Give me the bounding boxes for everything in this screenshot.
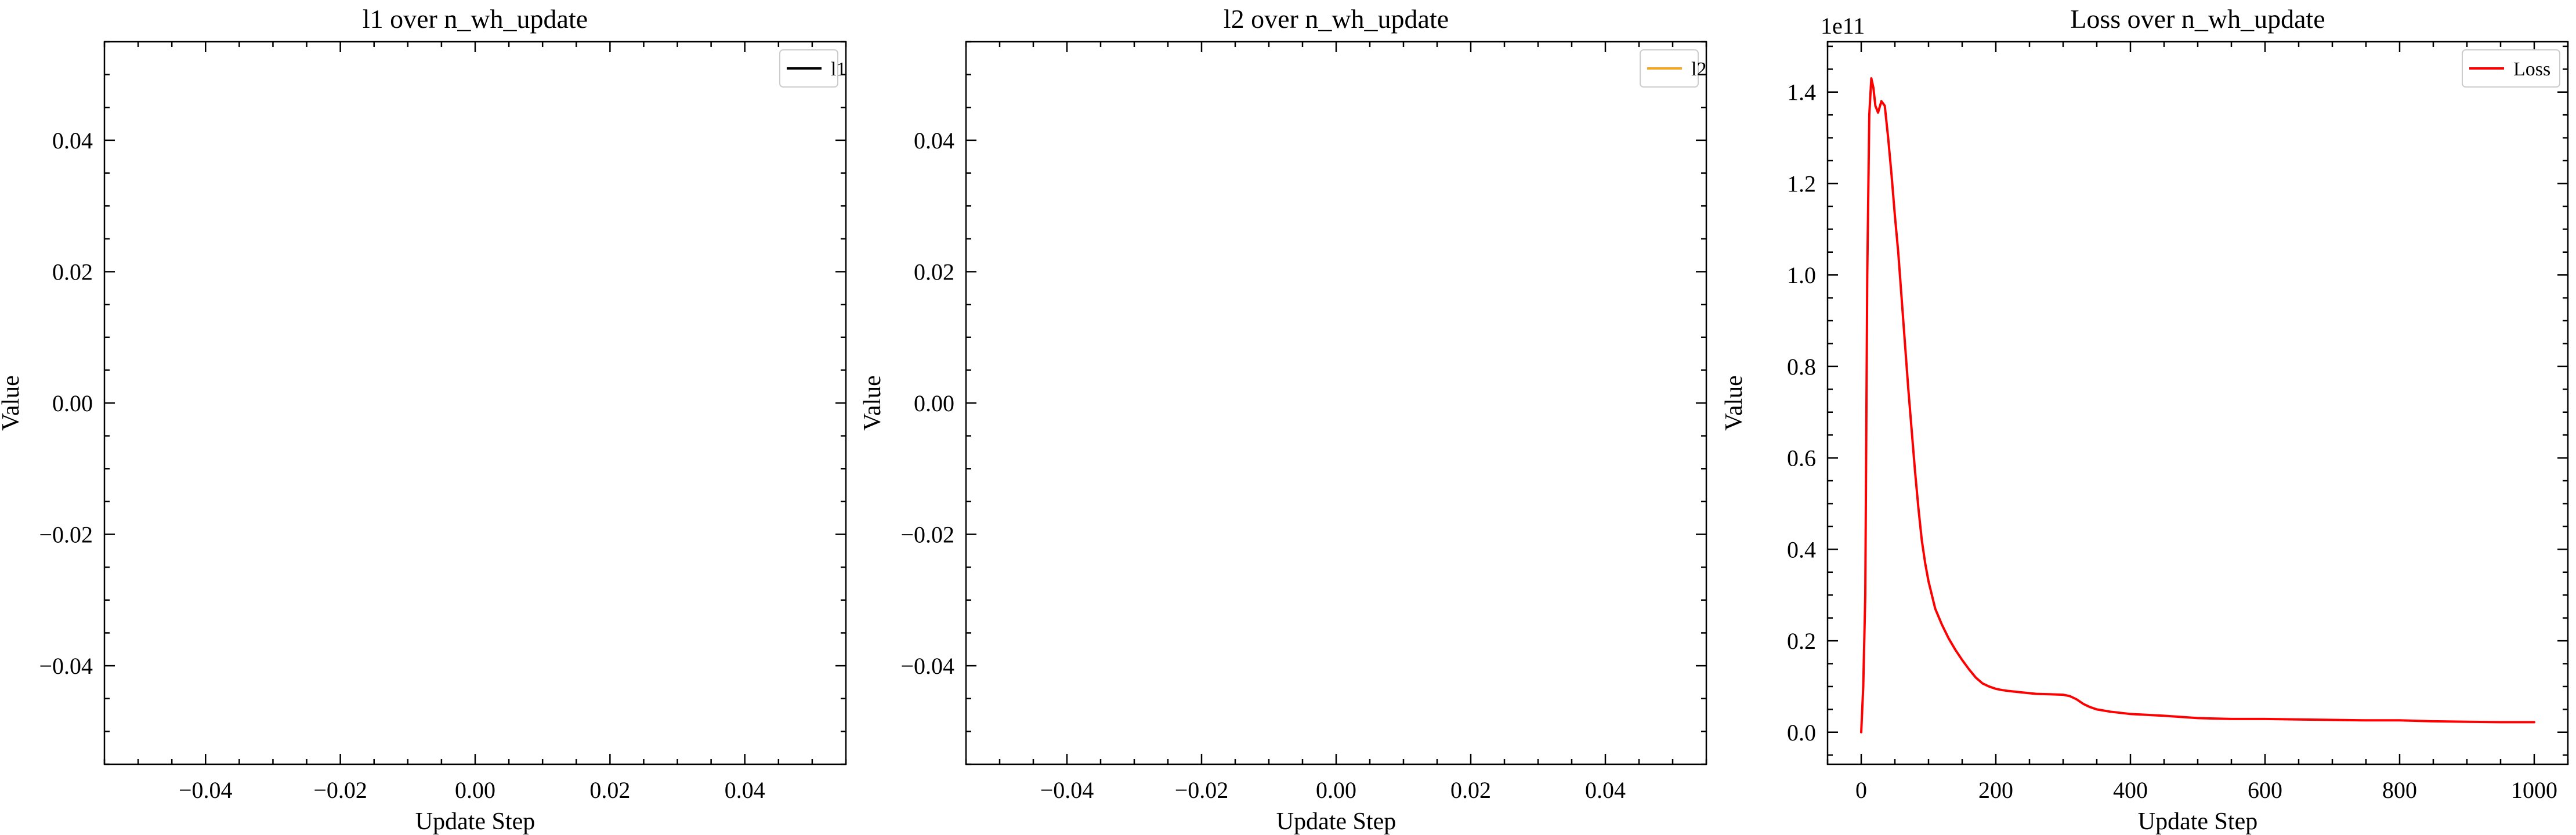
y-tick-label: 0.04	[914, 128, 954, 154]
y-tick-label: 1.2	[1787, 170, 1816, 197]
x-tick-label: 0.04	[1585, 777, 1626, 803]
y-tick-label: 0.2	[1787, 628, 1816, 654]
x-tick-label: 1000	[2511, 777, 2557, 803]
plot-area-frame	[965, 41, 1707, 765]
x-tick-label: 0.00	[455, 777, 495, 803]
x-tick-label: 0.04	[725, 777, 765, 803]
chart-title: l1 over n_wh_update	[363, 4, 588, 34]
x-tick-label: 200	[1978, 777, 2013, 803]
legend: l2	[1640, 49, 1706, 88]
y-tick-label: 0.02	[914, 259, 954, 285]
x-tick-label: 400	[2113, 777, 2148, 803]
y-tick-label: 0.00	[914, 390, 954, 416]
legend: l1	[779, 49, 846, 88]
charts-root: l1 over n_wh_update Update Step Value −0.04…	[0, 4, 2569, 835]
x-axis-label: Update Step	[2138, 808, 2257, 835]
chart-panel-1: l1 over n_wh_update Update Step Value −0.04…	[0, 4, 847, 835]
plot-area-frame	[1826, 41, 2569, 765]
chart-panel-2: l2 over n_wh_update Update Step Value −0.04…	[859, 4, 1707, 835]
y-axis-label: Value	[1721, 375, 1748, 431]
y-axis-offset-label: 1e11	[1821, 13, 1865, 39]
chart-title: Loss over n_wh_update	[2070, 4, 2325, 34]
legend-box	[2462, 49, 2560, 88]
y-tick-label: 1.0	[1787, 262, 1816, 288]
y-axis-label: Value	[0, 375, 24, 431]
x-tick-label: −0.02	[313, 777, 367, 803]
legend-label: l2	[1691, 59, 1706, 80]
x-tick-label: 0.02	[1450, 777, 1491, 803]
y-tick-label: 1.4	[1787, 79, 1816, 106]
x-tick-label: 0	[1855, 777, 1867, 803]
x-tick-label: 600	[2248, 777, 2282, 803]
plot-area-frame	[103, 41, 847, 765]
x-tick-label: −0.02	[1175, 777, 1229, 803]
legend-label: l1	[831, 59, 846, 80]
y-tick-label: −0.02	[39, 522, 93, 548]
x-tick-label: 0.00	[1316, 777, 1356, 803]
chart-title: l2 over n_wh_update	[1224, 4, 1449, 34]
y-tick-label: 0.4	[1787, 536, 1816, 562]
x-tick-label: −0.04	[179, 777, 233, 803]
chart-panel-3: Loss over n_wh_update 1e11 Update Step Valu…	[1721, 4, 2569, 835]
x-tick-label: 0.02	[589, 777, 630, 803]
y-tick-label: 0.6	[1787, 445, 1816, 471]
y-tick-label: 0.8	[1787, 354, 1816, 380]
x-tick-label: 800	[2382, 777, 2417, 803]
y-tick-label: 0.00	[52, 390, 93, 416]
y-tick-label: 0.02	[52, 259, 93, 285]
y-tick-label: 0.0	[1787, 720, 1816, 746]
x-axis-label: Update Step	[1276, 808, 1396, 835]
series-line-loss	[1860, 77, 2535, 734]
x-axis-label: Update Step	[415, 808, 535, 835]
y-tick-label: −0.02	[900, 522, 954, 548]
legend-label: Loss	[2513, 59, 2550, 80]
y-tick-label: −0.04	[39, 653, 93, 679]
y-tick-label: −0.04	[900, 653, 954, 679]
x-tick-label: −0.04	[1040, 777, 1094, 803]
y-tick-label: 0.04	[52, 128, 93, 154]
y-axis-label: Value	[859, 375, 886, 431]
legend: Loss	[2462, 49, 2560, 88]
